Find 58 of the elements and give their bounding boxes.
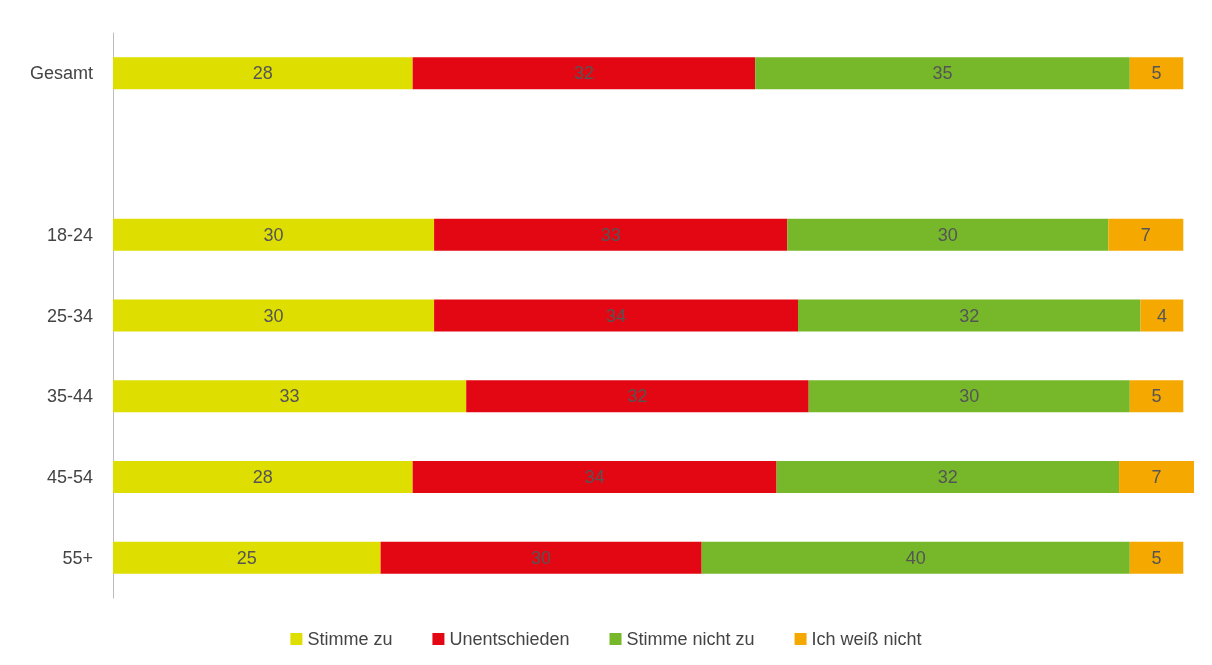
bar <box>113 218 435 251</box>
bar <box>797 299 1141 332</box>
y-tick-label: Gesamt <box>29 63 93 84</box>
data-label: 32 <box>959 305 980 326</box>
bar <box>466 380 809 413</box>
data-label: 33 <box>600 224 621 245</box>
data-label: 32 <box>937 466 958 487</box>
data-label: 30 <box>531 547 552 568</box>
bar <box>434 218 788 251</box>
data-label: 40 <box>905 547 926 568</box>
bar <box>412 460 777 493</box>
data-label: 28 <box>252 63 273 84</box>
y-tick-label: 55+ <box>62 547 93 568</box>
data-label: 30 <box>959 386 980 407</box>
bar <box>1129 57 1184 90</box>
legend-label: Stimme zu <box>307 629 393 649</box>
bar <box>1108 218 1184 251</box>
data-label: 35 <box>932 63 953 84</box>
bar <box>1129 541 1184 574</box>
data-label: 32 <box>627 386 648 407</box>
data-label: 5 <box>1151 63 1162 84</box>
data-label: 28 <box>252 466 273 487</box>
data-label: 30 <box>263 305 284 326</box>
bar <box>113 541 381 574</box>
bar <box>701 541 1130 574</box>
bar <box>1129 380 1184 413</box>
legend-label: Stimme nicht zu <box>626 629 755 649</box>
data-label: 7 <box>1151 466 1162 487</box>
data-label: 30 <box>937 224 958 245</box>
bar <box>113 299 435 332</box>
bar <box>113 460 413 493</box>
data-label: 34 <box>584 466 605 487</box>
data-label: 30 <box>263 224 284 245</box>
y-tick-label: 35-44 <box>46 386 93 407</box>
legend-label: Ich weiß nicht <box>811 629 922 649</box>
y-tick-label: 25-34 <box>46 305 93 326</box>
data-label: 33 <box>279 386 300 407</box>
data-label: 34 <box>606 305 627 326</box>
data-label: 25 <box>236 547 257 568</box>
bar <box>1140 299 1184 332</box>
bar <box>434 299 798 332</box>
bar <box>787 218 1109 251</box>
data-label: 5 <box>1151 386 1162 407</box>
data-label: 4 <box>1156 305 1167 326</box>
bar <box>412 57 756 90</box>
bar <box>755 57 1130 90</box>
y-tick-label: 18-24 <box>46 224 93 245</box>
bar <box>776 460 1120 493</box>
bar <box>113 57 413 90</box>
bar <box>1119 460 1194 493</box>
data-label: 32 <box>573 63 594 84</box>
bar <box>808 380 1130 413</box>
bar <box>113 380 467 413</box>
data-label: 7 <box>1140 224 1151 245</box>
legend-label: Unentschieden <box>449 629 570 649</box>
data-label: 5 <box>1151 547 1162 568</box>
bar <box>380 541 702 574</box>
y-tick-label: 45-54 <box>46 466 93 487</box>
